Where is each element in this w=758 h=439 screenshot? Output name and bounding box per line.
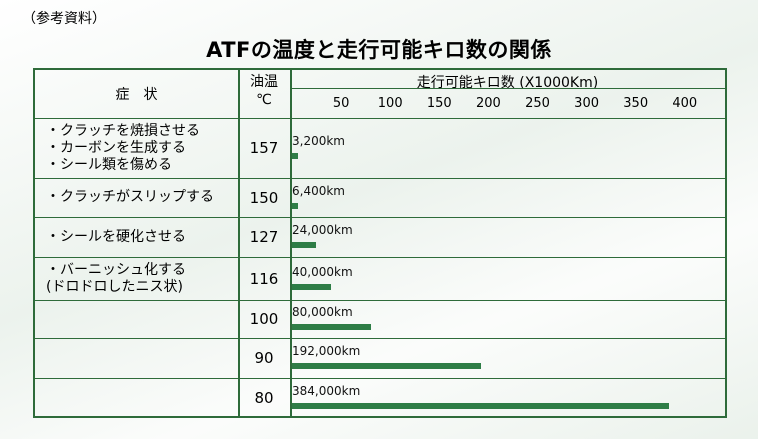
symptom-line: ・バーニッシュ化する [46, 261, 186, 278]
x-tick-label: 100 [377, 96, 403, 111]
x-tick-label: 350 [623, 96, 649, 111]
x-tick-label: 200 [475, 96, 501, 111]
row-divider [33, 217, 727, 218]
x-tick-label: 150 [426, 96, 452, 111]
x-tick-label: 50 [332, 96, 350, 111]
row-temperature: 90 [254, 349, 274, 367]
table-frame [33, 68, 727, 418]
x-tick-label: 250 [525, 96, 550, 111]
row-symptoms: ・シールを硬化させる [46, 229, 186, 246]
row-divider [33, 257, 727, 258]
column-divider-temp [290, 68, 292, 418]
symptom-line: ・カーボンを生成する [46, 139, 186, 156]
header-temp-line2: ℃ [256, 92, 272, 108]
bar [292, 153, 298, 159]
symptom-line: ・シール類を傷める [46, 156, 172, 173]
header-distance: 走行可能キロ数 (X1000Km) [416, 75, 599, 91]
row-symptoms: ・クラッチがスリップする [46, 189, 214, 206]
row-divider [33, 378, 727, 379]
symptom-line: ・クラッチを焼損させる [46, 122, 200, 139]
header-temp: 油温 ℃ [238, 73, 290, 109]
row-divider [33, 178, 727, 179]
symptom-line: ・クラッチがスリップする [46, 189, 214, 205]
page-title: ATFの温度と走行可能キロ数の関係 [206, 38, 552, 62]
row-divider [33, 338, 727, 339]
row-symptoms: ・クラッチを焼損させる ・カーボンを生成する ・シール類を傷める [46, 123, 200, 174]
bar-value-label: 384,000km [292, 384, 361, 398]
bar-value-label: 3,200km [292, 134, 345, 148]
bar-value-label: 80,000km [292, 305, 353, 319]
x-tick-label: 400 [672, 96, 698, 111]
header-divider [290, 88, 727, 89]
row-temperature: 116 [249, 269, 279, 288]
bar-value-label: 6,400km [292, 183, 345, 198]
symptom-line: (ドロドロしたニス状) [46, 278, 183, 295]
bar [292, 283, 332, 290]
row-temperature: 157 [249, 139, 279, 157]
bar [292, 324, 371, 330]
bar [292, 242, 316, 248]
bar [292, 403, 670, 409]
header-temp-line1: 油温 [250, 74, 278, 90]
bar-value-label: 40,000km [292, 264, 353, 279]
reference-label: （参考資料） [22, 11, 106, 27]
bar-value-label: 192,000km [292, 344, 361, 358]
row-temperature: 100 [249, 310, 279, 328]
row-divider [33, 300, 727, 301]
row-temperature: 127 [249, 228, 279, 246]
header-symptom: 症 状 [115, 87, 158, 103]
symptom-line: ・シールを硬化させる [46, 228, 186, 245]
x-tick-label: 300 [574, 96, 600, 111]
bar-value-label: 24,000km [292, 223, 353, 237]
row-temperature: 150 [249, 188, 279, 207]
column-divider-symptom [238, 68, 240, 418]
bar [292, 202, 299, 209]
bar [292, 363, 481, 369]
row-divider [33, 118, 727, 119]
row-temperature: 80 [254, 389, 274, 407]
row-symptoms: ・バーニッシュ化する (ドロドロしたニス状) [46, 262, 186, 296]
